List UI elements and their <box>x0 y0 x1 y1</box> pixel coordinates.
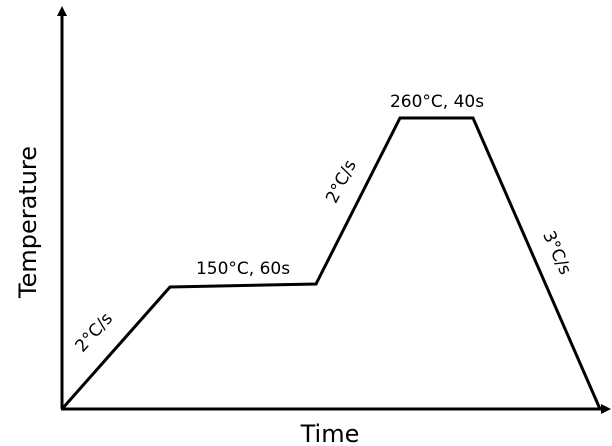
ramp-1-rate-label: 2°C/s <box>72 309 118 357</box>
peak-temperature-label: 260°C, 40s <box>390 92 484 112</box>
y-axis-arrowhead <box>57 6 67 16</box>
ramp-2-rate-label: 2°C/s <box>322 157 361 207</box>
cooling-rate-label: 3°C/s <box>538 228 575 278</box>
y-axis-label: Temperature <box>14 146 42 299</box>
temperature-profile-line <box>60 116 602 410</box>
soak-temperature-label: 150°C, 60s <box>196 259 290 279</box>
x-axis-arrowhead <box>601 404 611 414</box>
x-axis-label: Time <box>300 420 360 446</box>
